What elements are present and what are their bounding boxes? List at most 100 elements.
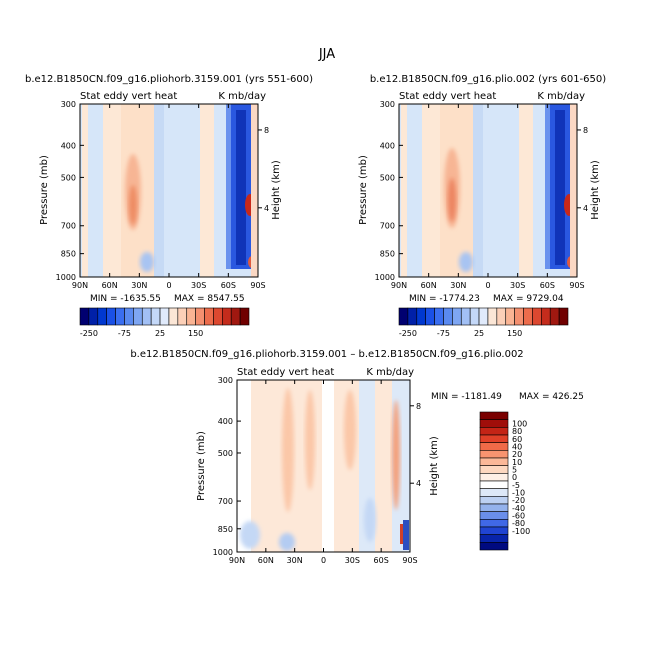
panel-2-y-tick-label: 500	[380, 173, 395, 182]
panel-3-field-cool-low-2	[279, 533, 295, 551]
panel-2-field-warm-band-sh	[519, 104, 533, 277]
panel-3-y-tick-label: 300	[218, 376, 233, 385]
panel-1-y-tick-label: 300	[61, 100, 76, 109]
panel-3-x-axis: 90N 60N 30N 0 30S 60S 90S	[229, 380, 418, 565]
panel-2-x-tick-label: 90S	[569, 281, 584, 290]
panel-1-x-tick-label: 90N	[72, 281, 88, 290]
panel-1-colorbar-swatch	[124, 307, 134, 326]
panel-1-field-cold-edge-inner	[236, 110, 246, 265]
panel-2-title: b.e12.B1850CN.f09_g16.plio.002 (yrs 601-…	[370, 74, 606, 85]
panel-3-colorbar-label: 80	[512, 427, 522, 436]
panel-1-colorbar-label: 25	[155, 329, 165, 338]
panel-3: b.e12.B1850CN.f09_g16.pliohorb.3159.001 …	[130, 349, 584, 565]
panel-3-colorbar-label: -5	[512, 481, 520, 490]
panel-3-colorbar-label: -100	[512, 527, 530, 536]
panel-3-field-warm-streak-1	[282, 388, 294, 512]
panel-3-x-tick-label: 90S	[402, 556, 417, 565]
panel-2-y-tick-label: 300	[380, 100, 395, 109]
panel-3-field-polar-warm	[400, 524, 403, 544]
panel-3-colorbar-swatch	[479, 450, 509, 459]
panel-3-max-label: MAX = 426.25	[519, 392, 584, 402]
panel-2-colorbar-swatch	[558, 307, 569, 326]
panel-3-y-tick-label-right: 8	[416, 402, 421, 411]
panel-1-colorbar-swatch	[159, 307, 170, 326]
panel-2-field-polar-warm-edge	[570, 104, 577, 277]
panel-3-colorbar-swatch	[479, 442, 509, 451]
panel-1-x-tick-label: 90S	[250, 281, 265, 290]
panel-3-colorbar-label: -60	[512, 512, 525, 521]
panel-3-colorbar-label: 5	[512, 466, 517, 475]
panel-1-y-tick-label: 400	[61, 141, 76, 150]
panel-1-field-warm-core-inner	[129, 185, 137, 225]
panel-1-plot-area	[80, 104, 258, 277]
panel-2-x-tick-label: 0	[485, 281, 490, 290]
panel-3-field-near-zero-mid	[322, 380, 334, 552]
panel-2-field-cool-patch	[459, 252, 473, 272]
panel-3-colorbar-label: 0	[512, 473, 517, 482]
panel-1-colorbar: -250 -75 25 150	[79, 307, 250, 338]
panel-1-colorbar-swatch	[230, 307, 241, 326]
panel-3-colorbar-label: 20	[512, 450, 522, 459]
panel-3-min-label: MIN = -1181.49	[431, 392, 502, 402]
panel-2-colorbar-swatch	[460, 307, 471, 326]
panel-2-y-tick-label: 400	[380, 141, 395, 150]
panel-3-field-cool-low-1	[240, 521, 260, 549]
panel-2-x-tick-label: 60N	[421, 281, 437, 290]
panel-2-colorbar-swatch	[505, 307, 515, 326]
panel-3-field-warm-streak-2	[305, 390, 315, 490]
panel-2-plot-area	[399, 104, 577, 277]
panel-1-x-tick-label: 0	[166, 281, 171, 290]
panel-3-colorbar-swatch	[479, 411, 509, 420]
panel-3-y-tick-label: 500	[218, 449, 233, 458]
panel-3-colorbar-swatch	[479, 480, 509, 489]
panel-2-colorbar-swatch	[425, 307, 435, 326]
panel-3-x-tick-label: 30N	[287, 556, 303, 565]
panel-2-y-tick-label: 850	[380, 250, 395, 259]
panel-2-subtitle-right: K mb/day	[537, 91, 585, 102]
panel-1-colorbar-swatch	[195, 307, 205, 326]
panel-1-colorbar-swatch	[106, 307, 116, 326]
panel-2-colorbar-swatch	[487, 307, 498, 326]
panel-2-y-tick-label-right: 4	[583, 204, 588, 213]
panel-3-y-axis-right: 84	[410, 402, 421, 488]
panel-2-y-axis: 300 400 500 700 850 1000	[375, 100, 403, 282]
panel-3-y-tick-label-right: 4	[416, 479, 421, 488]
panel-3-colorbar-label: -10	[512, 489, 525, 498]
panel-1-colorbar-swatch	[115, 307, 125, 326]
panel-1-field-cold-edge-outer	[226, 104, 231, 269]
panel-1-x-tick-label: 60N	[102, 281, 118, 290]
panel-2-colorbar-swatch	[407, 307, 418, 326]
panel-1-x-axis: 90N 60N 30N 0 30S 60S 90S	[72, 104, 266, 290]
panel-2-min-label: MIN = -1774.23	[409, 294, 480, 304]
panel-3-y-tick-label: 850	[218, 525, 233, 534]
panel-2-field-cold-edge-outer	[545, 104, 550, 269]
panel-3-y-tick-label: 400	[218, 417, 233, 426]
panel-3-colorbar-label: -20	[512, 496, 525, 505]
panel-3-y-tick-label: 1000	[213, 548, 233, 557]
panel-3-subtitle-right: K mb/day	[366, 367, 414, 378]
panel-1-colorbar-swatch	[88, 307, 99, 326]
panel-2-ylabel-right: Height (km)	[590, 160, 601, 220]
panel-3-colorbar-label: 40	[512, 443, 522, 452]
panel-3-plot-area	[237, 380, 410, 552]
panel-3-y-tick-label: 700	[218, 497, 233, 506]
panel-1-y-tick-label: 700	[61, 222, 76, 231]
panel-1-colorbar-swatch	[133, 307, 143, 326]
panel-3-title: b.e12.B1850CN.f09_g16.pliohorb.3159.001 …	[130, 349, 523, 360]
panel-3-colorbar-swatch	[479, 473, 509, 482]
panel-1-y-tick-label-right: 8	[264, 126, 269, 135]
panel-2-colorbar-swatch	[416, 307, 426, 326]
panel-1-x-tick-label: 30N	[131, 281, 147, 290]
panel-3-colorbar-label: -40	[512, 504, 525, 513]
panel-2-x-tick-label: 30N	[450, 281, 466, 290]
panel-1-y-tick-label: 850	[61, 250, 76, 259]
panel-3-x-tick-label: 60S	[374, 556, 389, 565]
panel-3-colorbar-swatch	[479, 419, 509, 428]
panel-1-colorbar-swatch	[186, 307, 196, 326]
panel-2-colorbar-swatch	[478, 307, 489, 326]
panel-1-x-tick-label: 60S	[221, 281, 236, 290]
panel-3-colorbar-swatch	[479, 427, 509, 436]
panel-2-subtitle-left: Stat eddy vert heat	[399, 91, 496, 102]
panel-1-subtitle-right: K mb/day	[218, 91, 266, 102]
panel-2-y-tick-label: 1000	[375, 273, 395, 282]
